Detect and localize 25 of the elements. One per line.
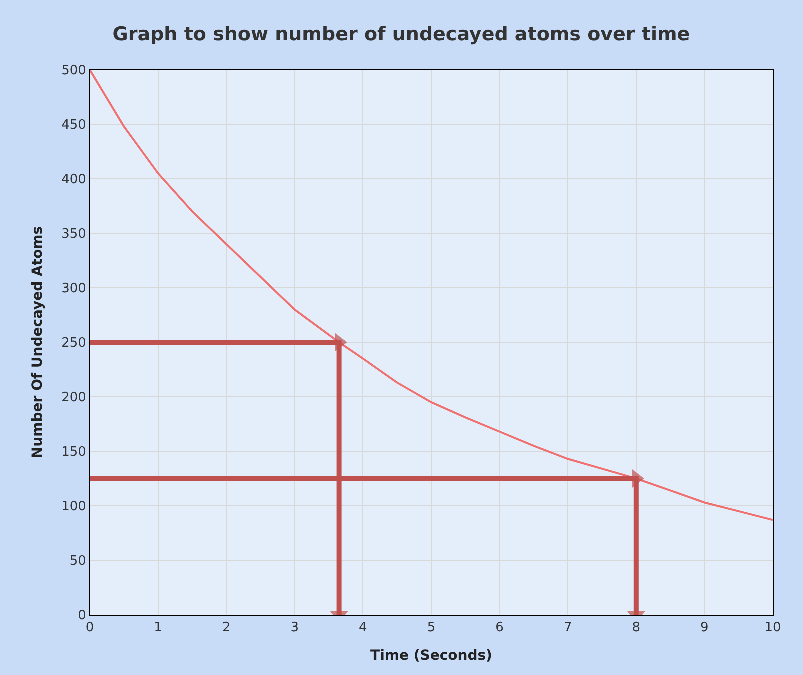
y-tick-label: 400	[62, 172, 86, 188]
line-series	[90, 70, 773, 522]
y-tick-label: 500	[62, 64, 86, 79]
x-tick-label: 7	[564, 620, 572, 636]
x-tick-label: 5	[427, 620, 436, 636]
y-tick-label: 350	[62, 227, 86, 242]
y-tick-label: 50	[70, 554, 86, 570]
x-tick-label: 1	[154, 620, 162, 636]
chart-title: Graph to show number of undecayed atoms over time	[112, 23, 690, 46]
x-tick-label: 10	[764, 620, 782, 636]
y-tick-label: 100	[62, 500, 86, 515]
y-axis-title: Number Of Undecayed Atoms	[30, 226, 46, 459]
x-tick-label: 4	[359, 620, 368, 636]
x-tick-label: 9	[700, 620, 709, 636]
x-tick-label: 6	[496, 620, 504, 636]
x-tick-label: 3	[290, 620, 300, 636]
y-tick-label: 200	[62, 390, 86, 406]
x-tick-label: 2	[222, 620, 231, 636]
y-tick-label: 250	[62, 336, 86, 352]
x-tick-label: 8	[632, 620, 641, 636]
y-tick-label: 300	[62, 282, 86, 297]
x-axis-title: Time (Seconds)	[370, 648, 492, 664]
y-tick-label: 0	[78, 608, 86, 624]
y-tick-label: 450	[62, 118, 86, 134]
y-tick-label: 150	[62, 445, 86, 460]
